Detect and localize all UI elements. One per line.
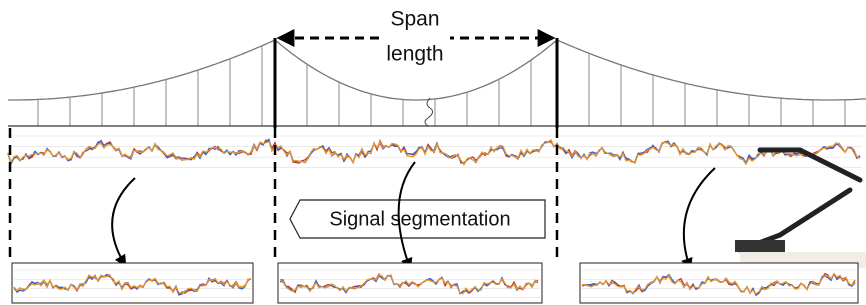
segments [12,263,858,303]
arrow [684,168,715,268]
span-label: length [386,43,443,66]
span-label: Span [390,8,439,31]
signal-strip [8,136,862,168]
cable [557,40,866,100]
callout-text: Signal segmentation [329,208,510,230]
crack [425,98,433,126]
cable [8,40,275,100]
diagram: Span length Signal segmentation [0,0,866,305]
arrow [112,178,135,265]
